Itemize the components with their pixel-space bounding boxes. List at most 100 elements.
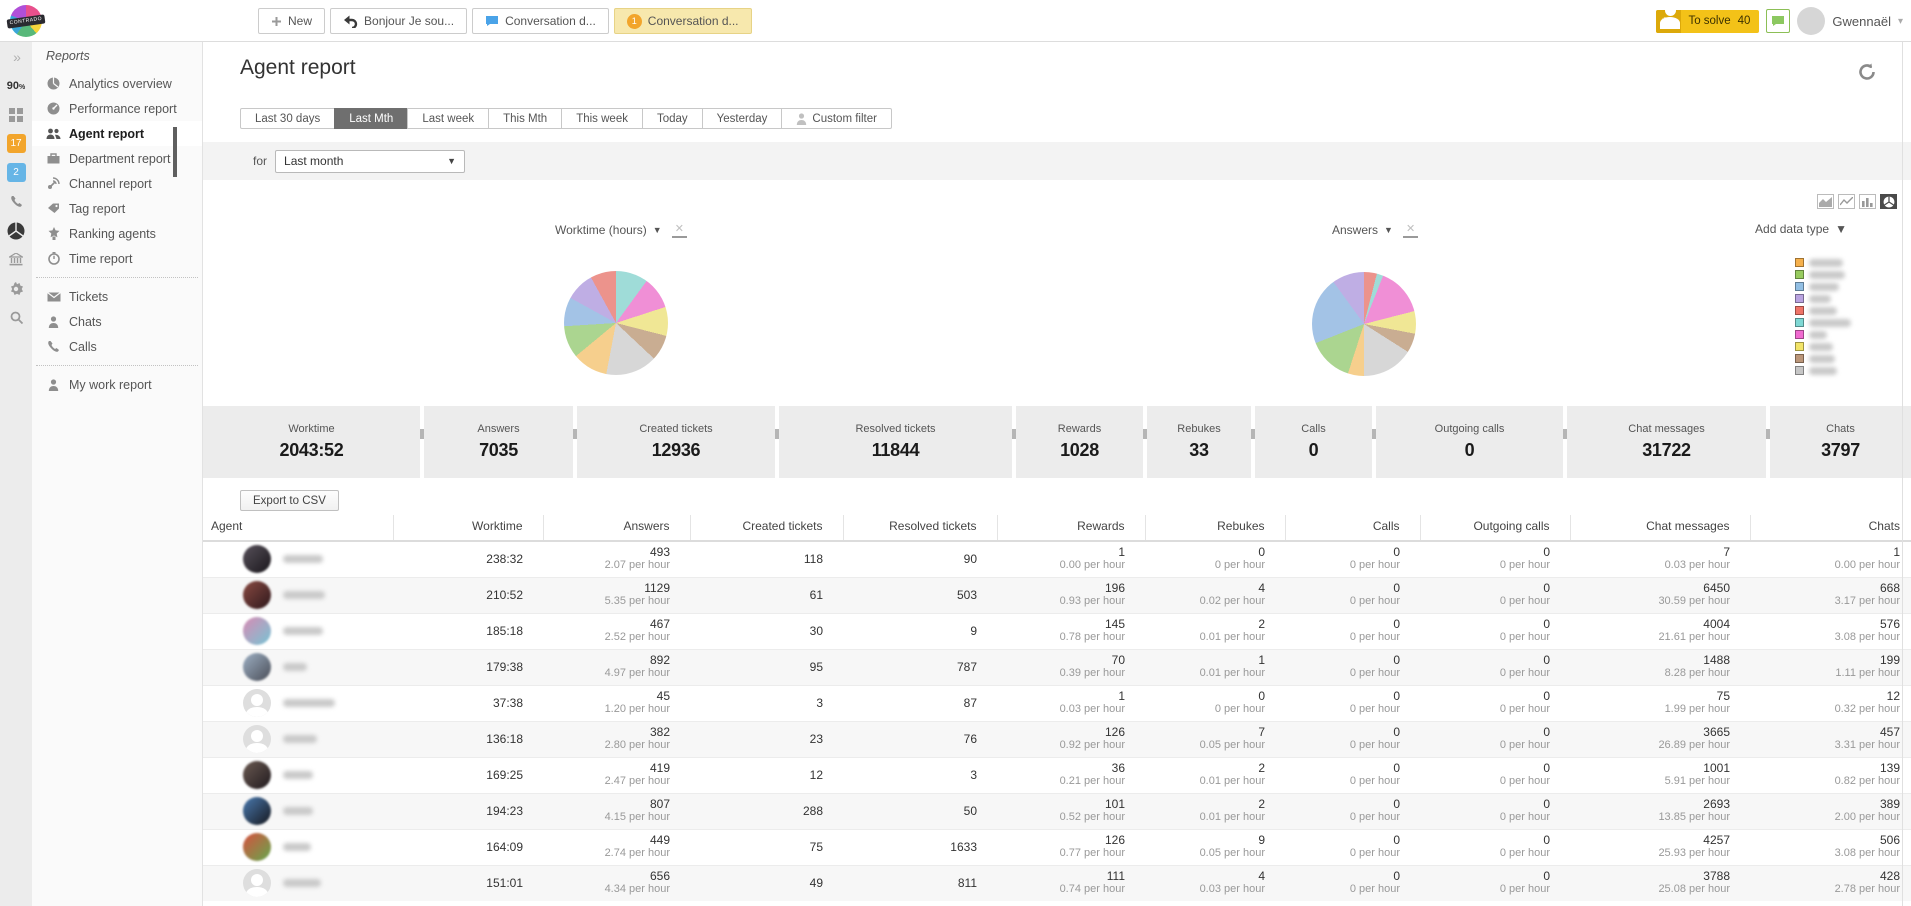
charts-panel: Worktime (hours) ▼ ✕ Answers ▼ ✕ Add dat… <box>203 180 1911 439</box>
cell-agent <box>203 757 393 793</box>
sidebar-item-analytics-overview[interactable]: Analytics overview <box>32 71 202 96</box>
filter-custom-filter[interactable]: Custom filter <box>781 108 892 129</box>
filter-today[interactable]: Today <box>641 108 703 129</box>
chats-count-badge[interactable]: 2 <box>0 158 32 187</box>
cell-per-hour: 3.08 per hour <box>1834 631 1900 643</box>
user-avatar[interactable] <box>1660 5 1826 35</box>
table-row[interactable]: 185:18 467 2.52 per hour 30 9 145 0.78 per hou… <box>203 613 1911 649</box>
filter-last-30-days[interactable]: Last 30 days <box>240 108 336 129</box>
agent-avatar <box>243 545 271 574</box>
column-header-outgoing-calls[interactable]: Outgoing calls <box>1419 515 1570 541</box>
calls-icon[interactable] <box>0 187 32 216</box>
cell-value: 145 <box>1104 617 1125 631</box>
table-row[interactable]: 210:52 1129 5.35 per hour 61 503 196 0.93 per … <box>203 577 1911 613</box>
filter-this-week[interactable]: This week <box>561 108 643 129</box>
ticket-tab-1[interactable]: New <box>258 8 326 34</box>
cell-chats: 1 0.00 per hour <box>1750 541 1911 577</box>
settings-icon[interactable] <box>0 274 32 303</box>
cell-value: 457 <box>1879 725 1900 739</box>
sidebar-item-ranking-agents[interactable]: Ranking agents <box>32 221 202 246</box>
add-data-type-button[interactable]: Add data type ▼ <box>1755 222 1847 236</box>
collapse-sidebar-button[interactable]: » <box>13 48 21 65</box>
search-icon[interactable] <box>0 303 32 332</box>
column-header-chat-messages[interactable]: Chat messages <box>1569 515 1750 541</box>
chart2-close-icon[interactable]: ✕ <box>1402 222 1419 238</box>
column-header-agent[interactable]: Agent <box>211 518 243 533</box>
tickets-count-badge[interactable]: 17 <box>0 129 32 158</box>
cell-value: 4004 <box>1703 617 1730 631</box>
export-csv-button[interactable]: Export to CSV <box>240 490 339 511</box>
column-header-rebukes[interactable]: Rebukes <box>1144 515 1285 541</box>
filter-this-mth[interactable]: This Mth <box>488 108 563 129</box>
user-menu-caret-icon[interactable]: ▾ <box>1897 15 1903 27</box>
sidebar-item-chats[interactable]: Chats <box>32 309 202 334</box>
chart1-close-icon[interactable]: ✕ <box>671 222 687 238</box>
brand-logo[interactable]: CONTRADO <box>6 5 46 37</box>
sidebar-item-department-report[interactable]: Department report <box>32 146 202 171</box>
table-row[interactable]: 179:38 892 4.97 per hour 95 787 70 0.39 per ho… <box>203 649 1911 685</box>
table-row[interactable]: 194:23 807 4.15 per hour 288 50 101 0.52 per h… <box>203 793 1911 829</box>
sidebar-item-label: Channel report <box>69 176 152 191</box>
column-header-rewards[interactable]: Rewards <box>996 515 1145 541</box>
table-row[interactable]: 136:18 382 2.80 per hour 23 76 126 0.92 per ho… <box>203 721 1911 757</box>
column-header-created-tickets[interactable]: Created tickets <box>689 515 843 541</box>
chart1-caret-icon[interactable]: ▼ <box>652 225 662 235</box>
filter-last-mth[interactable]: Last Mth <box>334 108 409 129</box>
ticket-tab-2[interactable]: Bonjour Je sou... <box>330 8 468 34</box>
filter-label: Today <box>656 112 688 125</box>
column-header-calls[interactable]: Calls <box>1284 515 1420 541</box>
dashboard-grid-icon[interactable] <box>0 100 32 129</box>
sidebar-item-channel-report[interactable]: Channel report <box>32 171 202 196</box>
sidebar-item-label: Calls <box>69 339 97 354</box>
cell-answers: 1129 5.35 per hour <box>543 577 690 613</box>
cell-per-hour: 0.03 per hour <box>1199 883 1265 896</box>
add-data-type-label: Add data type <box>1755 222 1830 236</box>
table-row[interactable]: 37:38 45 1.20 per hour 3 87 1 0.03 per hour 0 0 … <box>203 685 1911 721</box>
cell-chats: 457 3.31 per hour <box>1750 721 1911 757</box>
chart1-title[interactable]: Worktime (hours) <box>555 223 647 237</box>
cell-per-hour: 0.92 per hour <box>1059 739 1125 751</box>
sidebar-item-calls[interactable]: Calls <box>32 334 202 359</box>
sidebar-item-tag-report[interactable]: Tag report <box>32 196 202 221</box>
refresh-button[interactable] <box>1855 60 1879 84</box>
ticket-tab-3[interactable]: Conversation d... <box>472 8 609 34</box>
table-row[interactable]: 169:25 419 2.47 per hour 12 3 36 0.21 per hour… <box>203 757 1911 793</box>
sidebar-item-label: Chats <box>69 314 102 329</box>
table-row[interactable]: 151:01 656 4.34 per hour 49 811 111 0.74 per h… <box>203 865 1911 901</box>
agent-avatar <box>243 725 271 753</box>
column-header-resolved-tickets[interactable]: Resolved tickets <box>842 515 997 541</box>
sidebar-item-tickets[interactable]: Tickets <box>32 284 202 309</box>
cell-per-hour: 0 per hour <box>1499 631 1550 643</box>
academy-icon[interactable] <box>0 245 32 274</box>
reports-icon[interactable] <box>0 216 32 245</box>
chart2-title[interactable]: Answers <box>1332 223 1379 237</box>
table-row[interactable]: 238:32 493 2.07 per hour 118 90 1 0.00 per hou… <box>203 541 1911 577</box>
sidebar-scrollbar-thumb[interactable] <box>173 127 177 177</box>
cell-per-hour: 0 per hour <box>1349 811 1400 823</box>
agent-name-blurred <box>283 555 323 564</box>
cell-per-hour: 0.74 per hour <box>1059 883 1125 896</box>
sidebar-item-my-work-report[interactable]: My work report <box>32 372 202 397</box>
chart2-caret-icon[interactable]: ▼ <box>1384 225 1393 235</box>
filter-yesterday[interactable]: Yesterday <box>701 108 783 129</box>
ticket-tab-4[interactable]: 1 Conversation d... <box>613 8 752 34</box>
sidebar-item-performance-report[interactable]: Performance report <box>32 96 202 121</box>
bar-chart-icon[interactable] <box>1859 194 1876 209</box>
sidebar-item-time-report[interactable]: Time report <box>32 246 202 271</box>
sidebar-item-label: Time report <box>69 251 133 266</box>
cell-value: 3665 <box>1703 725 1730 739</box>
table-row[interactable]: 164:09 449 2.74 per hour 75 1633 126 0.77 per … <box>203 829 1911 865</box>
line-chart-icon[interactable] <box>1838 194 1855 209</box>
column-header-answers[interactable]: Answers <box>542 515 690 541</box>
column-header-chats[interactable]: Chats <box>1749 515 1911 541</box>
pie-chart-icon[interactable] <box>1880 194 1897 209</box>
period-select[interactable]: Last month ▼ <box>275 149 466 173</box>
chat-status-button[interactable] <box>1766 9 1791 33</box>
cell-value: 419 <box>649 761 670 775</box>
area-chart-icon[interactable] <box>1817 194 1834 209</box>
cell-per-hour: 0 per hour <box>1349 631 1400 643</box>
user-name[interactable]: Gwennaël <box>1832 13 1891 29</box>
filter-last-week[interactable]: Last week <box>407 108 490 129</box>
column-header-worktime[interactable]: Worktime <box>392 515 543 541</box>
